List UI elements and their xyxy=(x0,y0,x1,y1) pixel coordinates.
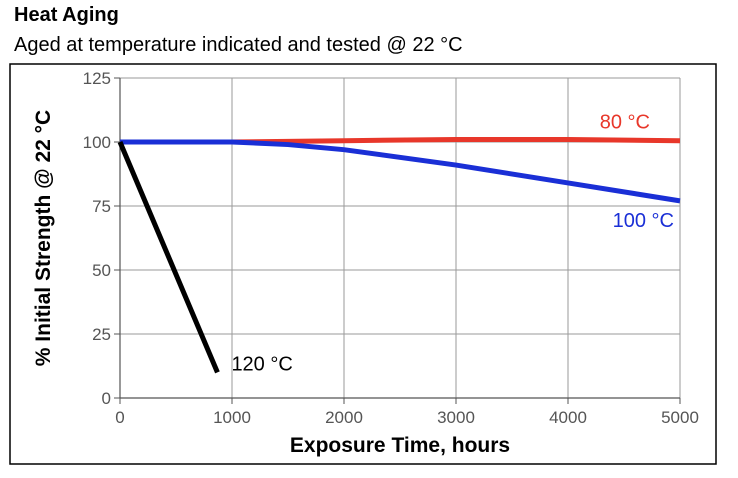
x-tick-labels: 0 1000 2000 3000 4000 5000 xyxy=(115,408,699,427)
y-tick-labels: 0 25 50 75 100 125 xyxy=(83,69,111,408)
x-tick-label: 1000 xyxy=(213,408,251,427)
x-tick-label: 0 xyxy=(115,408,124,427)
y-tick-label: 75 xyxy=(92,197,111,216)
y-tick-label: 0 xyxy=(102,389,111,408)
x-axis-label: Exposure Time, hours xyxy=(290,434,510,457)
axes xyxy=(114,77,681,404)
series-label-2: 120 °C xyxy=(231,353,292,375)
series-label-0: 80 °C xyxy=(600,112,650,134)
y-tick-label: 125 xyxy=(83,69,111,88)
x-tick-label: 5000 xyxy=(661,408,699,427)
series-lines xyxy=(117,136,681,374)
y-tick-label: 25 xyxy=(92,325,111,344)
series-label-1: 100 °C xyxy=(613,210,674,232)
chart-subtitle: Aged at temperature indicated and tested… xyxy=(14,34,463,56)
plot-frame xyxy=(9,63,717,465)
y-tick-label: 50 xyxy=(92,261,111,280)
y-axis-label: % Initial Strength @ 22 °C xyxy=(32,110,55,366)
chart-title: Heat Aging xyxy=(14,4,119,26)
series-line-2 xyxy=(117,141,220,374)
x-tick-label: 4000 xyxy=(549,408,587,427)
grid xyxy=(120,77,681,398)
x-tick-label: 3000 xyxy=(437,408,475,427)
x-tick-label: 2000 xyxy=(325,408,363,427)
y-tick-label: 100 xyxy=(83,133,111,152)
series-labels: 80 °C 100 °C 120 °C xyxy=(231,112,674,376)
series-line-1 xyxy=(120,139,681,204)
